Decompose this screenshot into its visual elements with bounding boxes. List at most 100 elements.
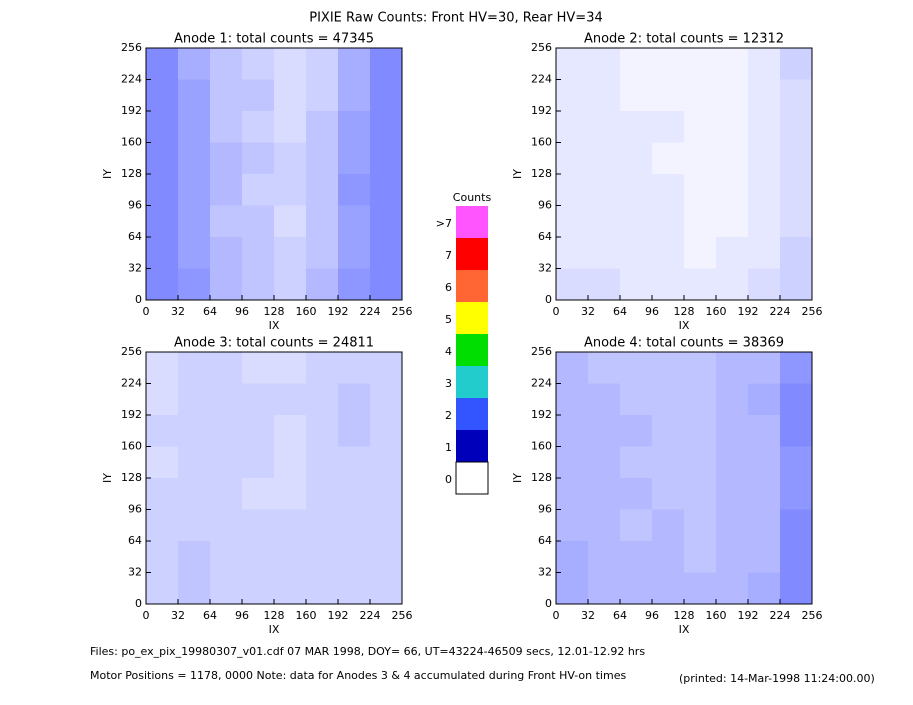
heat-cell [556, 48, 588, 80]
heat-cell [146, 572, 178, 604]
footer-printed: (printed: 14-Mar-1998 11:24:00.00) [679, 672, 875, 685]
heat-cell [274, 478, 306, 510]
y-tick-label: 224 [531, 377, 552, 390]
y-tick-label: 32 [128, 262, 142, 275]
y-tick-label: 128 [121, 471, 142, 484]
heat-cell [338, 509, 370, 541]
x-tick-label: 192 [738, 305, 759, 318]
heat-cell [684, 446, 716, 478]
heat-cell [684, 541, 716, 573]
y-tick-label: 64 [538, 230, 552, 243]
heat-cell [274, 48, 306, 80]
heat-cell [716, 415, 748, 447]
heat-cell [210, 541, 242, 573]
heat-cell [748, 352, 780, 384]
heat-cell [338, 383, 370, 415]
heat-cell [274, 541, 306, 573]
heat-cell [306, 48, 338, 80]
heat-cell [652, 48, 684, 80]
heat-cell [242, 48, 274, 80]
heat-cell [620, 509, 652, 541]
heat-cell [338, 478, 370, 510]
footer-files: Files: po_ex_pix_19980307_v01.cdf 07 MAR… [90, 645, 645, 658]
heat-cell [556, 509, 588, 541]
colorbar-label: 6 [445, 281, 452, 294]
heat-cell [780, 541, 812, 573]
heat-cell [748, 509, 780, 541]
heat-cell [306, 415, 338, 447]
heat-cell [556, 478, 588, 510]
heat-cell [780, 509, 812, 541]
heat-cell [338, 541, 370, 573]
colorbar-swatch [456, 238, 488, 270]
heat-cell [146, 174, 178, 206]
heat-cell [684, 205, 716, 237]
heat-cell [588, 541, 620, 573]
heat-cell [274, 572, 306, 604]
heat-cell [620, 111, 652, 143]
heat-cell [370, 478, 402, 510]
colorbar-swatch [455, 461, 489, 495]
y-tick-label: 224 [121, 73, 142, 86]
y-axis-label: IY [101, 473, 114, 483]
colorbar-label: 0 [445, 473, 452, 486]
heat-cell [780, 48, 812, 80]
heat-cell [210, 415, 242, 447]
heat-cell [370, 111, 402, 143]
y-tick-label: 64 [538, 534, 552, 547]
page-title: PIXIE Raw Counts: Front HV=30, Rear HV=3… [309, 11, 603, 26]
y-tick-label: 160 [121, 440, 142, 453]
heat-cell [684, 79, 716, 111]
heat-cell [242, 111, 274, 143]
heat-cell [588, 352, 620, 384]
heat-cell [556, 383, 588, 415]
heat-cell [652, 79, 684, 111]
x-tick-label: 128 [264, 305, 285, 318]
heat-cell [338, 174, 370, 206]
heat-cell [652, 237, 684, 269]
heat-cell [178, 572, 210, 604]
heat-cell [780, 174, 812, 206]
heat-cell [178, 237, 210, 269]
heat-cell [306, 174, 338, 206]
heat-cell [242, 446, 274, 478]
heat-cell [146, 446, 178, 478]
heat-cell [748, 79, 780, 111]
heat-cell [338, 48, 370, 80]
heat-cell [242, 478, 274, 510]
heat-cell [620, 478, 652, 510]
heat-cell [748, 205, 780, 237]
y-tick-label: 96 [128, 503, 142, 516]
colorbar-label: 4 [445, 345, 452, 358]
x-tick-label: 192 [738, 609, 759, 622]
heat-cell [588, 79, 620, 111]
heat-cell [556, 174, 588, 206]
plot-title: Anode 1: total counts = 47345 [174, 32, 374, 47]
heat-cell [306, 237, 338, 269]
heat-cell [274, 237, 306, 269]
heat-cell [684, 111, 716, 143]
heat-cell [370, 509, 402, 541]
heat-cell [620, 446, 652, 478]
y-tick-label: 32 [538, 566, 552, 579]
heat-cell [178, 48, 210, 80]
y-tick-label: 256 [531, 345, 552, 358]
heat-cell [684, 509, 716, 541]
heat-cell [748, 48, 780, 80]
heat-cell [242, 79, 274, 111]
heat-cell [274, 111, 306, 143]
heat-cell [588, 237, 620, 269]
heat-cell [780, 446, 812, 478]
heat-cell [620, 205, 652, 237]
plot-title: Anode 2: total counts = 12312 [584, 32, 784, 47]
heat-cell [178, 478, 210, 510]
heat-cell [780, 268, 812, 300]
heat-cell [242, 572, 274, 604]
heat-cell [370, 383, 402, 415]
colorbar-swatch [456, 398, 488, 430]
x-tick-label: 224 [770, 305, 791, 318]
heat-cell [370, 48, 402, 80]
y-tick-label: 0 [135, 293, 142, 306]
heat-cell [716, 383, 748, 415]
heat-cell [588, 446, 620, 478]
